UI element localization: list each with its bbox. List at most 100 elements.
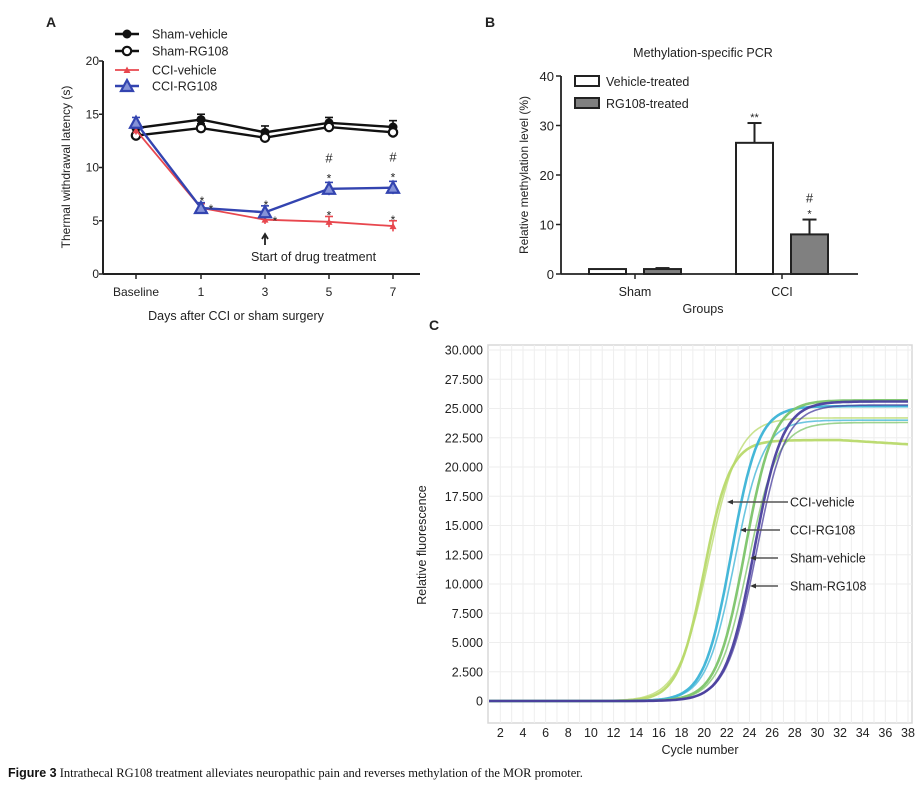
panel-a-x-tick-label: Baseline (113, 285, 159, 299)
panel-c-x-tick-label: 22 (720, 726, 734, 740)
panel-a-y-tick-label: 5 (92, 214, 99, 228)
panel-a-x-tick-label: 7 (390, 285, 397, 299)
panel-a-legend-marker (119, 77, 135, 93)
panel-c-x-tick-label: 18 (675, 726, 689, 740)
panel-a-data-point (128, 114, 144, 129)
panel-a-significance-star: * (327, 171, 332, 185)
panel-a-significance-star: * (327, 208, 332, 222)
panel-b-hash-mark: # (806, 191, 814, 206)
panel-b-legend-swatch (574, 75, 600, 87)
panel-b-significance-star: * (807, 209, 812, 221)
panel-c-x-tick-label: 34 (856, 726, 870, 740)
panel-a-x-axis-label: Days after CCI or sham surgery (148, 309, 324, 323)
panel-b-y-tick-label: 40 (540, 69, 554, 84)
panel-a-hash-mark: # (389, 149, 397, 164)
panel-a-data-point (323, 121, 335, 133)
panel-c-y-tick-label: 2.500 (452, 665, 483, 679)
panel-label-a: A (46, 14, 56, 30)
panel-c-series-sham-rg108 (489, 400, 908, 703)
panel-b-bar-rg108-treated (643, 268, 682, 275)
panel-a-y-tick-label: 10 (86, 161, 100, 175)
panel-a-series-cci-rg108 (128, 114, 401, 219)
panel-a-significance-star: * (209, 202, 214, 216)
panel-c-amplification-chart: Relative fluorescence Cycle number 0 2.50… (415, 344, 915, 758)
panel-b-y-tick-label: 10 (540, 218, 554, 233)
panel-a-legend-label: Sham-vehicle (152, 28, 228, 42)
panel-a-y-tick-label: 0 (92, 267, 99, 281)
panel-a-y-tick-label: 20 (86, 54, 100, 68)
panel-b-title: Methylation-specific PCR (633, 46, 773, 60)
panel-c-y-tick-label: 15.000 (445, 519, 483, 533)
panel-b-significance-star: ** (750, 112, 759, 124)
panel-a-data-point (193, 199, 209, 215)
panel-c-x-tick-label: 26 (765, 726, 779, 740)
figure-caption: Figure 3 Intrathecal RG108 treatment all… (8, 766, 583, 781)
panel-label-c: C (429, 317, 439, 333)
panel-c-x-tick-label: 6 (542, 726, 549, 740)
panel-a-data-point (389, 222, 397, 230)
panel-c-x-tick-label: 36 (878, 726, 892, 740)
panel-a-data-point (195, 122, 207, 134)
panel-c-y-tick-label: 27.500 (445, 373, 483, 387)
panel-c-y-tick-label: 25.000 (445, 402, 483, 416)
panel-a-line-chart: Thermal withdrawal latency (s) Days afte… (59, 28, 420, 323)
panel-a-legend-label: CCI-RG108 (152, 80, 217, 94)
panel-c-x-tick-label: 10 (584, 726, 598, 740)
panel-c-y-tick-label: 30.000 (445, 344, 483, 358)
panel-a-data-point (259, 132, 271, 143)
panel-c-x-tick-label: 30 (810, 726, 824, 740)
panel-a-data-point (261, 216, 269, 223)
panel-c-x-tick-label: 2 (497, 726, 504, 740)
panel-a-y-axis-label: Thermal withdrawal latency (s) (59, 86, 73, 249)
panel-a-significance-star: * (200, 194, 205, 208)
figure-caption-label: Figure 3 (8, 766, 57, 780)
panel-b-legend-label: Vehicle-treated (606, 75, 689, 89)
panel-a-arrow-icon (261, 232, 269, 245)
panel-c-arrowhead-icon (750, 555, 756, 561)
panel-a-legend-label: Sham-RG108 (152, 45, 228, 59)
panel-c-x-tick-label: 4 (519, 726, 526, 740)
panel-a-legend-label: CCI-vehicle (152, 64, 217, 78)
panel-c-amplification-curve (489, 404, 908, 702)
panel-c-y-tick-label: 22.500 (445, 431, 483, 445)
panel-a-significance-star: * (391, 170, 396, 184)
panel-a-y-tick-label: 15 (86, 107, 100, 121)
panel-a-x-tick-label: 3 (262, 285, 269, 299)
panel-a-significance-star: * (264, 198, 269, 212)
panel-a-hash-mark: # (325, 150, 333, 165)
panel-a-data-point (385, 179, 401, 194)
panel-b-x-axis-label: Groups (683, 302, 724, 316)
panel-a-data-point (196, 115, 206, 125)
panel-b-legend-swatch (574, 97, 600, 109)
panel-a-data-point (387, 127, 399, 138)
panel-c-annotation-label: CCI-RG108 (790, 524, 855, 538)
panel-c-y-tick-label: 17.500 (445, 490, 483, 504)
panel-c-x-tick-label: 28 (788, 726, 802, 740)
panel-c-y-tick-label: 7.500 (452, 607, 483, 621)
panel-a-series-sham-rg108 (130, 121, 399, 143)
panel-a-legend-marker (122, 29, 132, 39)
panel-c-arrowhead-icon (750, 583, 756, 589)
panel-b-y-axis-label: Relative methylation level (%) (517, 96, 531, 254)
panel-c-x-tick-label: 20 (697, 726, 711, 740)
panel-c-arrowhead-icon (740, 527, 746, 533)
panel-b-bar-chart: Methylation-specific PCR Relative methyl… (517, 46, 858, 316)
panel-b-y-tick-label: 30 (540, 119, 554, 134)
panel-c-x-tick-label: 8 (565, 726, 572, 740)
panel-a-legend-marker (121, 45, 133, 57)
panel-c-x-tick-label: 14 (629, 726, 643, 740)
panel-c-annotation-label: Sham-vehicle (790, 552, 866, 566)
panel-c-y-tick-label: 5.000 (452, 636, 483, 650)
panel-c-x-axis-label: Cycle number (661, 743, 738, 757)
panel-c-arrowhead-icon (727, 499, 733, 505)
panel-c-annotation-label: CCI-vehicle (790, 496, 855, 510)
panel-a-data-point (257, 203, 273, 219)
panel-a-significance-star: * (391, 213, 396, 227)
panel-c-annotation-label: Sham-RG108 (790, 580, 866, 594)
panel-a-significance-star: * (273, 214, 278, 228)
panel-a-x-tick-label: 1 (198, 285, 205, 299)
panel-c-x-tick-label: 12 (607, 726, 621, 740)
panel-label-b: B (485, 14, 495, 30)
figure-caption-text: Intrathecal RG108 treatment alleviates n… (56, 766, 583, 780)
